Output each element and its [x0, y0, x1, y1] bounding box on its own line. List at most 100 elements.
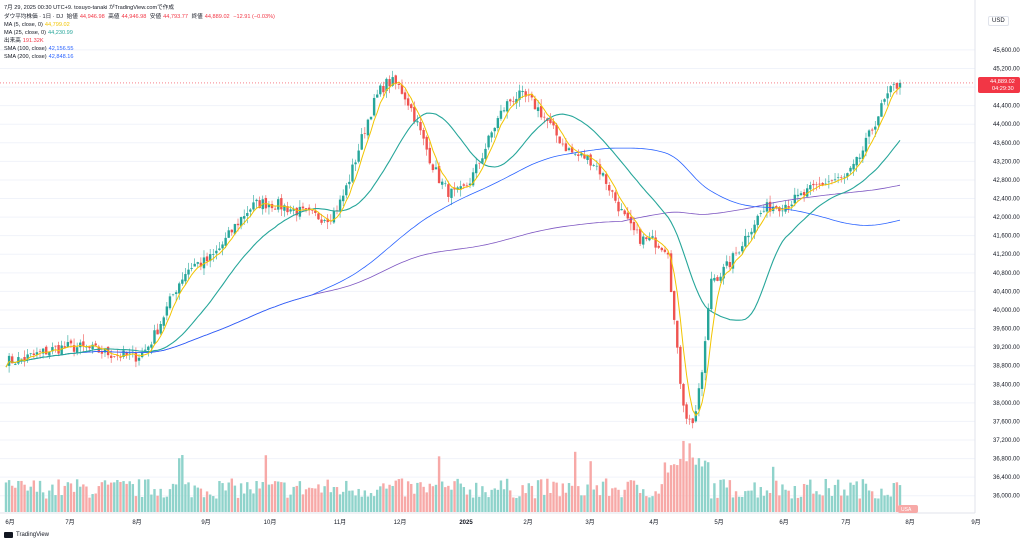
candle-body: [29, 353, 32, 355]
symbol-name[interactable]: ダウ平均株価 · 1日 · DJ: [4, 14, 64, 20]
volume-bar: [456, 478, 459, 512]
candle-body: [431, 164, 435, 171]
volume-bar: [227, 482, 230, 512]
volume-bar: [502, 489, 506, 512]
candle-body: [623, 210, 626, 215]
price-tick-label: 40,000.00: [993, 308, 1020, 314]
candle-body: [351, 164, 354, 182]
volume-bar: [341, 491, 345, 512]
volume-bar: [270, 484, 274, 512]
volume-bar: [79, 486, 82, 512]
volume-bar: [512, 497, 515, 512]
volume-bar: [184, 484, 187, 512]
candle-body: [502, 110, 506, 112]
indicator-ma5[interactable]: MA (5, close, 0) 44,799.02: [4, 22, 72, 29]
candle-body: [555, 124, 558, 136]
candle-body: [765, 202, 769, 212]
candle-body: [125, 352, 128, 356]
volume-bar: [252, 493, 255, 512]
volume-bar: [617, 489, 620, 512]
candle-body: [533, 98, 537, 110]
candle-body: [391, 77, 394, 86]
volume-bar: [307, 487, 311, 512]
candle-body: [790, 204, 793, 207]
volume-bar: [38, 480, 42, 512]
price-tick-label: 36,000.00: [993, 494, 1020, 500]
volume-bar: [428, 483, 431, 512]
candle-body: [376, 94, 379, 98]
price-tick-label: 45,600.00: [993, 48, 1020, 54]
candle-body: [416, 121, 419, 123]
volume-bar: [150, 494, 153, 512]
volume-bar: [10, 485, 14, 512]
volume-bar: [889, 496, 892, 512]
price-tick-label: 43,600.00: [993, 141, 1020, 147]
volume-bar: [558, 496, 561, 512]
sma100-line: [5, 147, 901, 368]
price-tick-label: 36,800.00: [993, 457, 1020, 463]
price-tick-label: 40,800.00: [993, 271, 1020, 277]
candle-body: [700, 372, 704, 389]
currency-badge[interactable]: USD: [988, 16, 1009, 26]
volume-bar: [230, 478, 234, 512]
indicator-sma100[interactable]: SMA (100, close) 42,156.55: [4, 46, 75, 53]
volume-bar: [134, 496, 138, 512]
candle-body: [577, 154, 580, 156]
time-axis-label: 9月: [201, 519, 210, 526]
candle-body: [236, 223, 240, 226]
volume-bar: [60, 495, 63, 512]
candle-body: [493, 127, 496, 132]
candle-body: [781, 210, 784, 212]
candle-body: [171, 294, 175, 296]
candle-body: [836, 177, 840, 178]
tradingview-logo[interactable]: TradingView: [4, 532, 49, 538]
candle-body: [728, 261, 732, 268]
volume-bar: [818, 494, 821, 512]
candle-body: [17, 357, 20, 364]
candle-body: [710, 278, 713, 310]
volume-bar: [651, 496, 654, 512]
volume-bar: [626, 481, 629, 512]
candle-body: [144, 349, 147, 351]
candle-body: [487, 135, 490, 148]
indicator-sma200[interactable]: SMA (200, close) 42,848.16: [4, 54, 75, 61]
time-axis-label: 12月: [394, 519, 407, 526]
indicator-volume[interactable]: 出来高 191.32K: [4, 38, 46, 45]
volume-bar: [32, 480, 36, 512]
candle-body: [116, 355, 119, 357]
volume-bar: [527, 483, 530, 512]
candle-body: [691, 418, 694, 424]
candle-body: [162, 317, 165, 326]
candle-body: [858, 157, 861, 159]
volume-bar: [697, 458, 701, 512]
candle-body: [645, 237, 648, 240]
volume-bar: [332, 486, 336, 512]
candle-body: [465, 185, 469, 187]
volume-bar: [431, 486, 435, 512]
candle-body: [799, 193, 803, 196]
volume-bar: [728, 480, 732, 512]
volume-bar: [208, 494, 212, 512]
volume-bar: [778, 495, 781, 512]
volume-bar: [437, 456, 441, 512]
volume-bar: [400, 478, 404, 512]
candle-body: [543, 116, 546, 118]
last-price-tag: [978, 76, 1020, 93]
candle-body: [672, 291, 676, 320]
volume-bar: [345, 480, 348, 512]
volume-bar: [162, 497, 165, 512]
indicator-ma25[interactable]: MA (25, close, 0) 44,230.99: [4, 30, 75, 37]
volume-bar: [156, 495, 159, 512]
candle-body: [304, 208, 308, 210]
volume-bar: [567, 483, 571, 512]
candle-body: [348, 181, 351, 185]
candle-body: [846, 173, 849, 177]
volume-bar: [122, 481, 125, 512]
candle-body: [484, 148, 487, 159]
candle-body: [524, 91, 527, 97]
volume-bar: [827, 488, 831, 512]
volume-bar: [505, 478, 509, 512]
volume-bar: [181, 455, 184, 512]
volume-bar: [29, 486, 32, 512]
